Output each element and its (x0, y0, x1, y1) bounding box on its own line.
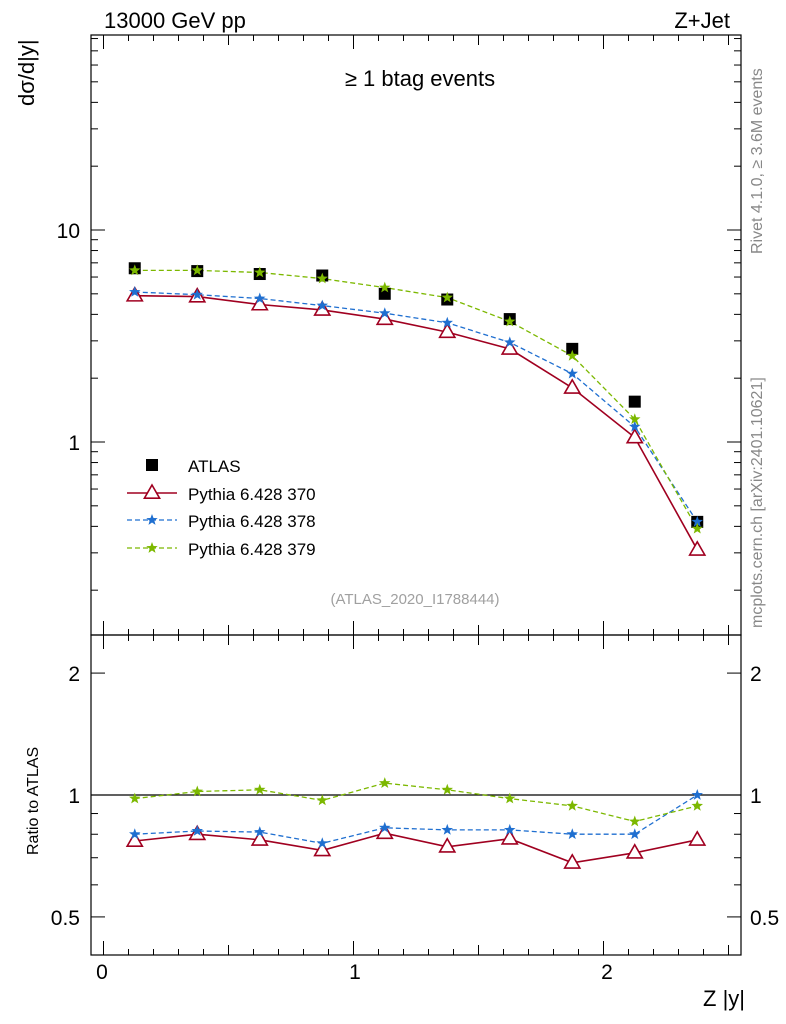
ratio-point-pythia-6-428-378 (316, 837, 328, 849)
main-y-axis-title: dσ/d|y| (14, 39, 39, 106)
x-tick-label: 2 (601, 961, 613, 984)
ratio-point-pythia-6-428-378 (629, 828, 641, 840)
ratio-point-pythia-6-428-370 (375, 823, 394, 840)
data-point-pythia-6-428-378 (379, 307, 391, 319)
ratio-point-pythia-6-428-370 (688, 830, 707, 846)
ratio-y-tick-label-right: 2 (750, 663, 762, 686)
ratio-point-pythia-6-428-379 (191, 785, 203, 797)
data-point-pythia-6-428-370 (375, 309, 394, 326)
ratio-point-pythia-6-428-378 (566, 828, 578, 840)
data-point-pythia-6-428-378 (441, 316, 453, 328)
ratio-y-tick-label: 2 (68, 663, 80, 686)
ratio-point-pythia-6-428-370 (438, 837, 457, 853)
legend-label-378: Pythia 6.428 378 (188, 512, 316, 531)
legend-marker-pythia-6-428-370 (143, 483, 161, 499)
ratio-point-pythia-6-428-370 (125, 831, 144, 847)
ratio-line-pythia-6-428-378 (134, 794, 698, 844)
series-line-pythia-6-428-378 (134, 291, 698, 523)
ratio-point-pythia-6-428-378 (129, 828, 141, 840)
ratio-point-pythia-6-428-370 (313, 840, 332, 857)
ratio-point-pythia-6-428-370 (625, 843, 644, 859)
ratio-point-pythia-6-428-379 (566, 799, 578, 811)
data-point-pythia-6-428-379 (191, 264, 203, 276)
data-point-pythia-6-428-378 (566, 367, 578, 379)
x-tick-label: 0 (96, 961, 108, 984)
data-point-pythia-6-428-370 (688, 540, 707, 556)
ratio-point-pythia-6-428-378 (691, 789, 703, 800)
data-point-pythia-6-428-370 (563, 378, 582, 394)
ratio-point-pythia-6-428-379 (254, 783, 266, 795)
data-point-pythia-6-428-378 (691, 515, 703, 527)
data-point-atlas (628, 395, 641, 408)
data-point-pythia-6-428-379 (379, 281, 391, 293)
plot-marks (90, 34, 742, 956)
plot-subtitle: ≥ 1 btag events (345, 66, 495, 91)
data-point-pythia-6-428-379 (316, 272, 328, 284)
ratio-y-tick-label: 1 (68, 785, 80, 808)
ratio-y-tick-label-right: 0.5 (750, 907, 779, 930)
ratio-point-pythia-6-428-379 (379, 777, 391, 788)
legend-label-370: Pythia 6.428 370 (188, 485, 316, 504)
analysis-ref-id: (ATLAS_2020_I1788444) (330, 591, 499, 608)
data-point-pythia-6-428-379 (629, 413, 641, 425)
ratio-point-pythia-6-428-379 (504, 792, 516, 804)
data-point-pythia-6-428-378 (129, 286, 141, 297)
mcplots-source-label: mcplots.cern.ch [arXiv:2401.10621] (749, 377, 766, 628)
data-point-pythia-6-428-378 (316, 299, 328, 311)
header-energy-label: 13000 GeV pp (104, 8, 246, 33)
data-point-pythia-6-428-379 (504, 315, 516, 327)
data-point-atlas (566, 342, 579, 355)
ratio-point-pythia-6-428-378 (191, 825, 203, 836)
series-line-pythia-6-428-379 (134, 269, 698, 530)
data-point-pythia-6-428-379 (691, 522, 703, 534)
legend-marker-atlas (146, 459, 158, 471)
ratio-y-tick-label-right: 1 (750, 785, 762, 808)
ratio-y-axis-title: Ratio to ATLAS (25, 747, 42, 855)
data-point-pythia-6-428-379 (566, 349, 578, 361)
ratio-point-pythia-6-428-378 (441, 823, 453, 835)
legend-label-atlas: ATLAS (188, 457, 241, 476)
ratio-point-pythia-6-428-379 (691, 799, 703, 811)
header-process-label: Z+Jet (674, 8, 730, 33)
x-tick-label: 1 (349, 961, 361, 984)
data-point-pythia-6-428-370 (625, 427, 644, 444)
legend-marker-pythia-6-428-379 (146, 542, 158, 553)
ratio-point-pythia-6-428-379 (129, 792, 141, 804)
data-point-pythia-6-428-378 (629, 420, 641, 432)
main-y-tick-label: 1 (68, 432, 80, 455)
ratio-point-pythia-6-428-378 (379, 821, 391, 833)
data-point-pythia-6-428-378 (504, 336, 516, 348)
ratio-point-pythia-6-428-379 (629, 815, 641, 827)
data-point-pythia-6-428-370 (500, 339, 519, 355)
main-y-tick-label: 10 (57, 220, 80, 243)
ratio-point-pythia-6-428-378 (504, 823, 516, 835)
ratio-point-pythia-6-428-370 (563, 853, 582, 869)
data-point-pythia-6-428-379 (129, 264, 141, 276)
ratio-point-pythia-6-428-378 (254, 826, 266, 837)
data-point-pythia-6-428-379 (441, 291, 453, 303)
ratio-point-pythia-6-428-370 (500, 829, 519, 845)
data-point-pythia-6-428-370 (438, 322, 457, 339)
ratio-line-pythia-6-428-379 (134, 782, 698, 823)
ratio-y-tick-label: 0.5 (51, 907, 80, 930)
data-point-pythia-6-428-378 (254, 292, 266, 304)
legend-label-379: Pythia 6.428 379 (188, 540, 316, 559)
ratio-point-pythia-6-428-379 (441, 783, 453, 795)
data-point-pythia-6-428-370 (250, 294, 269, 311)
ratio-line-pythia-6-428-370 (134, 832, 698, 864)
x-axis-title: Z |y| (703, 986, 745, 1011)
ratio-point-pythia-6-428-379 (316, 794, 328, 806)
data-point-pythia-6-428-370 (313, 300, 332, 316)
data-point-pythia-6-428-378 (191, 288, 203, 300)
legend-marker-pythia-6-428-378 (146, 514, 158, 525)
data-point-pythia-6-428-379 (254, 266, 266, 278)
rivet-version-label: Rivet 4.1.0, ≥ 3.6M events (749, 68, 766, 254)
series-line-pythia-6-428-370 (134, 294, 698, 551)
ratio-point-pythia-6-428-370 (250, 830, 269, 846)
